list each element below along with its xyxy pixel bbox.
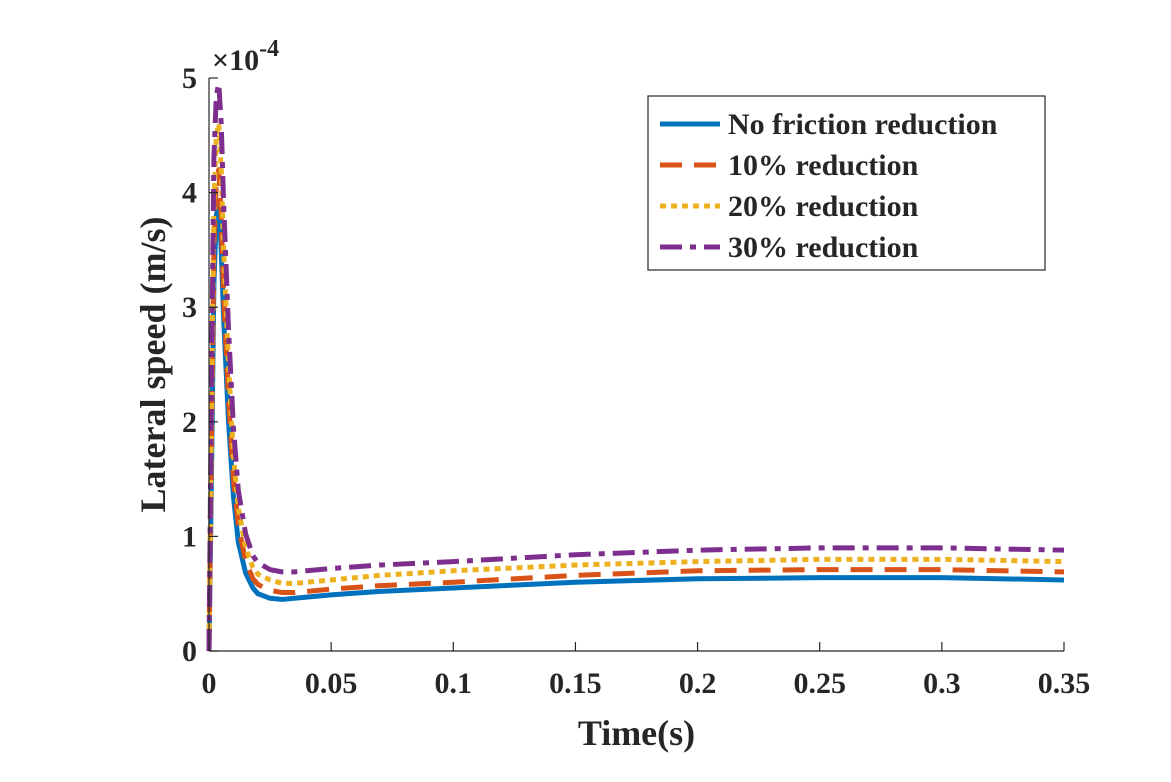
legend-label-2: 10% reduction [728,149,919,182]
y-axis-exponent-base: ×10 [212,44,259,77]
y-tick-label: 0 [182,635,197,668]
legend-label-4: 30% reduction [728,231,919,264]
x-tick-label: 0.15 [549,667,602,700]
x-tick-label: 0.3 [923,667,961,700]
x-tick-label: 0.35 [1038,667,1091,700]
x-axis-label: Time(s) [578,713,695,753]
y-axis-exponent-power: -4 [259,36,279,62]
x-tick-label: 0.1 [435,667,473,700]
legend-label-1: No friction reduction [728,108,998,141]
y-tick-label: 2 [182,406,197,439]
x-tick-label: 0.05 [305,667,358,700]
y-tick-label: 1 [182,520,197,553]
legend-label-3: 20% reduction [728,190,919,223]
x-tick-label: 0.25 [793,667,846,700]
legend: No friction reduction 10% reduction 20% re… [648,96,1045,270]
y-tick-label: 3 [182,291,197,324]
y-axis-label: Lateral speed (m/s) [133,217,173,513]
y-tick-label: 4 [182,177,197,210]
x-tick-label: 0.2 [679,667,717,700]
x-tick-label: 0 [202,667,217,700]
y-tick-label: 5 [182,62,197,95]
